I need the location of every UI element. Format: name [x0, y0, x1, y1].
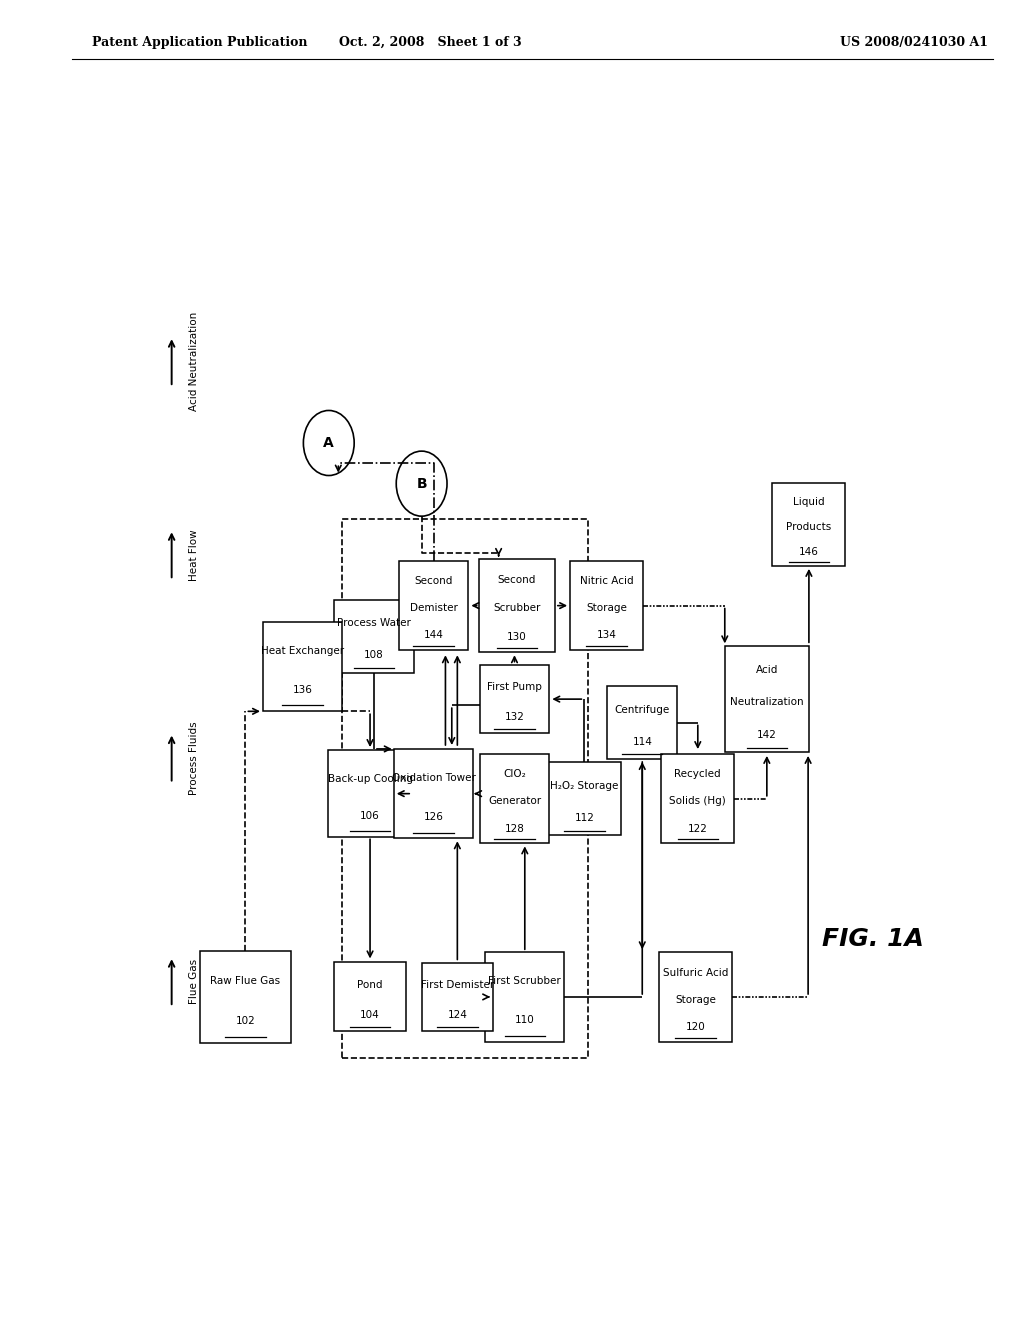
Text: Nitric Acid: Nitric Acid [580, 577, 634, 586]
Text: 128: 128 [505, 824, 524, 833]
Text: Sulfuric Acid: Sulfuric Acid [663, 968, 728, 978]
Text: 108: 108 [365, 651, 384, 660]
Bar [329, 751, 412, 837]
Bar [548, 762, 621, 836]
Text: First Demister: First Demister [421, 979, 494, 990]
Text: Process Water: Process Water [337, 618, 411, 628]
Text: Raw Flue Gas: Raw Flue Gas [210, 975, 281, 986]
Text: Demister: Demister [410, 603, 458, 614]
Text: Storage: Storage [586, 603, 627, 614]
Text: 146: 146 [799, 546, 819, 557]
Bar [334, 599, 414, 673]
Text: Neutralization: Neutralization [730, 697, 804, 708]
Text: Flue Gas: Flue Gas [189, 960, 199, 1005]
Bar [485, 952, 564, 1041]
Text: Pond: Pond [357, 979, 383, 990]
Text: FIG. 1A: FIG. 1A [822, 927, 925, 952]
Text: 122: 122 [688, 824, 708, 833]
Text: Oct. 2, 2008   Sheet 1 of 3: Oct. 2, 2008 Sheet 1 of 3 [339, 36, 521, 49]
Bar [398, 561, 468, 651]
Bar [334, 962, 406, 1031]
Text: Back-up Cooling: Back-up Cooling [328, 774, 413, 784]
Text: 104: 104 [360, 1010, 380, 1020]
Text: Centrifuge: Centrifuge [614, 705, 670, 714]
Bar [479, 665, 550, 733]
Text: Storage: Storage [675, 995, 716, 1005]
Text: First Pump: First Pump [487, 682, 542, 692]
Text: 114: 114 [632, 737, 652, 747]
Text: Products: Products [786, 521, 831, 532]
Text: ClO₂: ClO₂ [503, 770, 526, 779]
Text: Generator: Generator [487, 796, 541, 807]
Text: Acid Neutralization: Acid Neutralization [189, 312, 199, 412]
Text: 130: 130 [507, 632, 526, 642]
Text: A: A [324, 436, 334, 450]
Text: Acid: Acid [756, 665, 778, 675]
Text: Liquid: Liquid [794, 496, 824, 507]
Text: US 2008/0241030 A1: US 2008/0241030 A1 [840, 36, 988, 49]
Text: 112: 112 [574, 813, 594, 822]
Text: Heat Flow: Heat Flow [189, 529, 199, 581]
Text: Solids (Hg): Solids (Hg) [670, 796, 726, 807]
Bar [662, 754, 734, 843]
Text: Recycled: Recycled [675, 770, 721, 779]
Text: 126: 126 [424, 812, 443, 822]
Bar [570, 561, 643, 651]
Text: 134: 134 [597, 631, 616, 640]
Text: Heat Exchanger: Heat Exchanger [261, 645, 344, 656]
Bar [658, 952, 732, 1041]
Text: Second: Second [415, 577, 453, 586]
Text: 102: 102 [236, 1016, 255, 1026]
Text: 120: 120 [685, 1022, 706, 1032]
Bar [200, 952, 291, 1043]
Text: 144: 144 [424, 631, 443, 640]
Bar [772, 483, 846, 566]
Bar [263, 622, 342, 711]
Text: 106: 106 [360, 812, 380, 821]
Text: Second: Second [498, 576, 536, 585]
Text: H₂O₂ Storage: H₂O₂ Storage [550, 781, 618, 791]
Text: Process Fluids: Process Fluids [189, 721, 199, 795]
Bar [394, 748, 473, 838]
Text: 110: 110 [515, 1015, 535, 1026]
Text: First Scrubber: First Scrubber [488, 977, 561, 986]
Text: B: B [417, 477, 427, 491]
Text: Scrubber: Scrubber [494, 603, 541, 614]
Bar [479, 558, 555, 652]
Bar [422, 962, 494, 1031]
Bar [342, 519, 589, 1057]
Bar [725, 645, 809, 752]
Text: 132: 132 [505, 711, 524, 722]
Bar [607, 686, 677, 759]
Text: 136: 136 [293, 685, 312, 694]
Bar [479, 754, 550, 843]
Text: Oxidation Tower: Oxidation Tower [391, 774, 475, 783]
Text: 124: 124 [447, 1010, 467, 1019]
Text: Patent Application Publication: Patent Application Publication [92, 36, 307, 49]
Text: 142: 142 [757, 730, 777, 739]
